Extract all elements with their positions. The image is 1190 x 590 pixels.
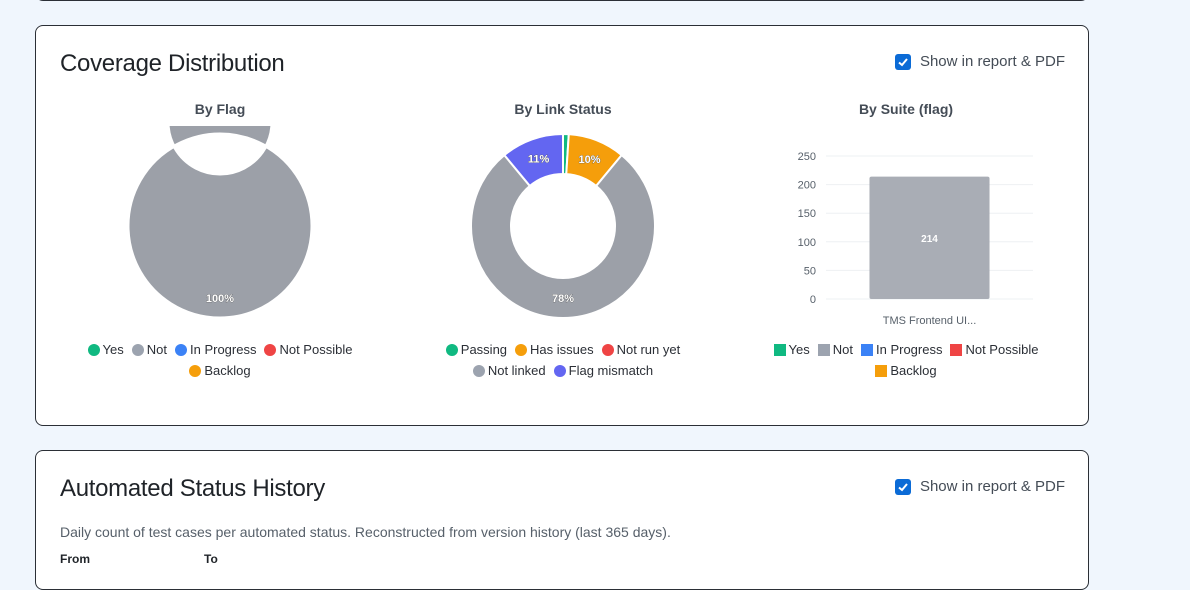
by-flag-slice-label: 100%: [206, 293, 234, 305]
by-flag-legend-swatch: [264, 343, 277, 356]
y-tick-label: 50: [804, 265, 816, 277]
by-suite-legend-label: In Progress: [875, 342, 943, 357]
by-suite-legend-swatch: [817, 343, 830, 356]
x-tick-label: TMS Frontend UI...: [883, 315, 977, 327]
coverage-distribution-card: Coverage Distribution Show in report & P…: [35, 25, 1089, 426]
by-link-status-legend: Passing Has issues Not run yet Not linked Fl…: [413, 342, 713, 378]
coverage-report-toggle[interactable]: Show in report & PDF: [894, 53, 1065, 70]
by-link-legend-item[interactable]: Not run yet: [601, 342, 681, 357]
by-suite-legend-swatch: [950, 343, 963, 356]
by-flag-legend-item[interactable]: Not Possible: [264, 342, 352, 357]
from-label: From: [60, 552, 90, 566]
by-flag-slice-not[interactable]: [126, 126, 314, 320]
history-report-toggle[interactable]: Show in report & PDF: [894, 478, 1065, 495]
coverage-toggle-label: Show in report & PDF: [919, 53, 1065, 70]
coverage-title: Coverage Distribution: [60, 50, 285, 77]
by-link-slice-label: 78%: [552, 293, 574, 305]
by-flag-donut-chart: 100%: [126, 126, 314, 320]
by-suite-legend-swatch: [773, 343, 786, 356]
by-suite-legend-label: Not Possible: [965, 342, 1039, 357]
by-flag-legend-label: In Progress: [189, 342, 257, 357]
by-flag-legend-item[interactable]: Not: [131, 342, 167, 357]
by-suite-legend-swatch: [860, 343, 873, 356]
history-toggle-label: Show in report & PDF: [919, 478, 1065, 495]
checkbox-checked-icon[interactable]: [894, 53, 911, 70]
by-link-legend-label: Not run yet: [616, 342, 681, 357]
by-suite-title: By Suite (flag): [858, 101, 954, 117]
by-suite-legend-label: Not: [832, 342, 853, 357]
by-flag-legend: Yes Not In Progress Not Possible Backlog: [70, 342, 370, 378]
automated-status-history-card: Automated Status History Show in report …: [35, 450, 1089, 590]
by-suite-legend-item[interactable]: In Progress: [860, 342, 943, 357]
by-link-legend-label: Passing: [460, 342, 508, 357]
by-suite-legend-swatch: [875, 364, 888, 377]
by-link-legend-swatch: [472, 364, 485, 377]
by-flag-legend-label: Backlog: [204, 363, 251, 378]
y-tick-label: 150: [798, 208, 816, 220]
by-link-status-donut-chart: 10% 78% 11%: [470, 132, 656, 319]
by-link-legend-item[interactable]: Passing: [445, 342, 508, 357]
by-flag-legend-swatch: [87, 343, 100, 356]
by-link-status-title: By Link Status: [514, 101, 612, 117]
y-tick-label: 250: [798, 151, 816, 163]
by-flag-legend-item[interactable]: Yes: [87, 342, 124, 357]
y-tick-label: 200: [798, 180, 816, 192]
by-flag-legend-item[interactable]: Backlog: [189, 363, 251, 378]
by-link-legend-swatch: [445, 343, 458, 356]
bar-0[interactable]: [869, 176, 990, 299]
by-link-slice-flag-mismatch[interactable]: [502, 132, 564, 188]
by-link-legend-item[interactable]: Has issues: [515, 342, 594, 357]
by-link-slice-not-linked[interactable]: [470, 153, 656, 319]
y-tick-label: 100: [798, 237, 816, 249]
by-link-legend-swatch: [515, 343, 528, 356]
y-tick-label: 0: [810, 294, 816, 306]
bar-data-label: 214: [921, 234, 938, 245]
checkbox-checked-icon[interactable]: [894, 478, 911, 495]
by-link-legend-item[interactable]: Not linked: [472, 363, 546, 378]
by-suite-legend-item[interactable]: Not: [817, 342, 853, 357]
by-link-slice-label: 11%: [528, 153, 550, 165]
by-suite-legend-item[interactable]: Not Possible: [950, 342, 1038, 357]
by-flag-legend-label: Yes: [102, 342, 124, 357]
by-link-legend-label: Not linked: [487, 363, 546, 378]
by-flag-title: By Flag: [194, 101, 246, 117]
by-flag-legend-swatch: [189, 364, 202, 377]
by-link-legend-swatch: [601, 343, 614, 356]
by-flag-legend-swatch: [174, 343, 187, 356]
by-link-legend-item[interactable]: Flag mismatch: [553, 363, 654, 378]
by-flag-legend-item[interactable]: In Progress: [174, 342, 257, 357]
to-label: To: [204, 552, 218, 566]
by-suite-legend-item[interactable]: Backlog: [875, 363, 937, 378]
previous-section-card: [35, 0, 1089, 1]
by-flag-legend-swatch: [131, 343, 144, 356]
history-title: Automated Status History: [60, 475, 325, 502]
by-flag-legend-label: Not Possible: [279, 342, 353, 357]
by-link-legend-swatch: [553, 364, 566, 377]
by-flag-legend-label: Not: [146, 342, 167, 357]
by-link-legend-label: Has issues: [530, 342, 594, 357]
by-suite-legend-item[interactable]: Yes: [773, 342, 810, 357]
by-link-legend-label: Flag mismatch: [568, 363, 654, 378]
by-suite-legend-label: Yes: [788, 342, 810, 357]
by-suite-legend-label: Backlog: [890, 363, 937, 378]
by-suite-legend: Yes Not In Progress Not Possible Backlog: [756, 342, 1056, 378]
history-description: Daily count of test cases per automated …: [60, 524, 671, 540]
by-link-slice-label: 10%: [578, 154, 600, 166]
by-suite-bar-chart: 0 50 100 150 200 250 214 TMS Frontend UI...: [798, 151, 1033, 327]
